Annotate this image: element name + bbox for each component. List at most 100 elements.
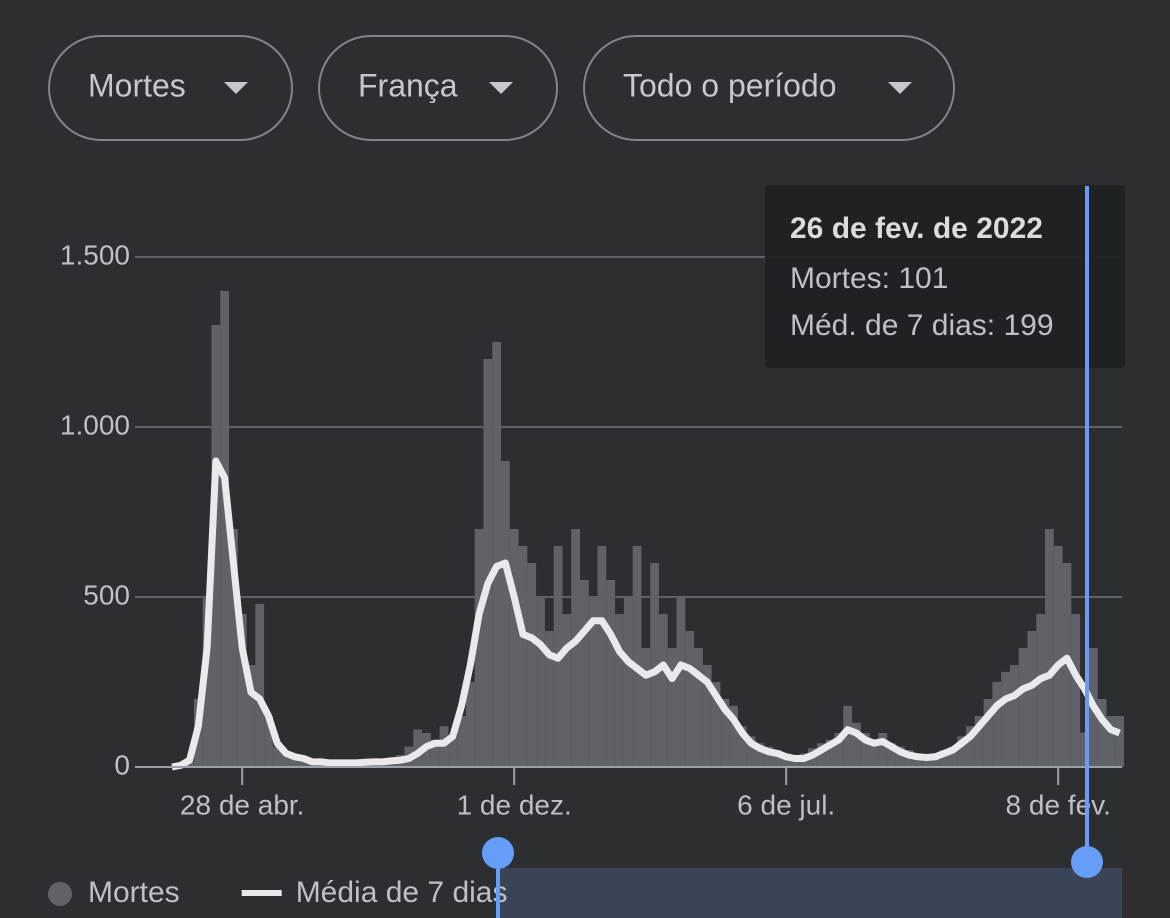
bar <box>536 597 545 767</box>
bar <box>474 529 484 767</box>
dropdown-arrow <box>224 82 248 94</box>
bar <box>720 699 730 767</box>
bar <box>562 614 572 767</box>
bar <box>229 529 238 767</box>
bar <box>615 614 624 767</box>
x-tick-label: 8 de fev. <box>1006 789 1111 820</box>
bar <box>492 342 502 767</box>
bar <box>658 614 668 767</box>
bar <box>1097 699 1107 767</box>
bar <box>816 743 826 767</box>
bar <box>966 726 975 767</box>
bar <box>255 603 265 767</box>
x-tick-label: 28 de abr. <box>180 789 305 820</box>
bar <box>667 648 677 767</box>
bar <box>527 563 537 767</box>
plot: 0 500 1.000 1.500 28 de abr. 1 de dez. 6 de ju… <box>60 239 1124 820</box>
bar <box>246 665 256 767</box>
bar <box>413 729 423 767</box>
bar <box>457 716 466 767</box>
bar <box>281 753 291 767</box>
bar <box>737 726 747 767</box>
tooltip-box <box>765 185 1125 368</box>
y-tick-label: 1.500 <box>60 239 130 270</box>
dropdown-border <box>318 35 558 141</box>
bar <box>957 736 967 767</box>
bar <box>711 682 721 767</box>
tooltip: 26 de fev. de 2022 Mortes: 101 Méd. de 7… <box>765 185 1125 368</box>
tooltip-title: 26 de fev. de 2022 <box>790 212 1043 245</box>
bar <box>299 758 308 767</box>
bar <box>878 733 888 767</box>
bar <box>237 614 247 767</box>
bar <box>544 631 554 767</box>
tooltip-line: Mortes: 101 <box>790 262 948 295</box>
tooltip-line: Méd. de 7 dias: 199 <box>790 309 1054 342</box>
legend: Mortes Média de 7 dias <box>48 876 508 909</box>
y-tick-label: 0 <box>114 749 130 780</box>
legend-label: Média de 7 dias <box>296 876 508 909</box>
bar <box>1009 665 1019 767</box>
bar <box>641 648 651 767</box>
metric-dropdown[interactable]: Mortes <box>48 35 293 141</box>
bar <box>1106 716 1116 767</box>
bar <box>948 746 958 767</box>
dropdown-border <box>583 35 955 141</box>
y-tick-label: 500 <box>83 579 130 610</box>
bar <box>685 631 695 767</box>
bar <box>1027 631 1037 767</box>
bar <box>465 682 475 767</box>
bar <box>220 291 230 767</box>
bar <box>597 546 607 767</box>
dropdown-arrow <box>489 82 513 94</box>
bar <box>1018 648 1028 767</box>
dropdown-border <box>48 35 293 141</box>
bar <box>588 597 598 767</box>
bar <box>834 733 844 767</box>
dropdown-arrow <box>888 82 912 94</box>
bar <box>1053 546 1063 767</box>
bar <box>430 739 440 767</box>
bar <box>290 756 300 767</box>
bar <box>764 746 774 767</box>
bar <box>1001 671 1010 767</box>
bar <box>852 722 861 767</box>
range-handle[interactable] <box>1071 846 1103 878</box>
legend-label: Mortes <box>88 876 180 909</box>
period-dropdown[interactable]: Todo o período <box>583 35 955 141</box>
bar <box>518 546 528 767</box>
x-tick-label: 1 de dez. <box>457 789 572 820</box>
dropdown-label: Todo o período <box>623 67 837 103</box>
y-tick-label: 1.000 <box>60 409 130 440</box>
bar <box>939 750 949 767</box>
bar <box>185 761 194 767</box>
bar <box>869 739 879 767</box>
bar <box>623 597 633 767</box>
bar <box>606 580 616 767</box>
bar <box>755 743 765 767</box>
bar <box>895 746 905 767</box>
bar <box>1045 529 1054 767</box>
bar <box>773 750 782 767</box>
bar <box>448 736 458 767</box>
bar <box>974 716 984 767</box>
bar <box>992 682 1002 767</box>
x-tick-label: 6 de jul. <box>737 789 835 820</box>
bar <box>825 739 835 767</box>
bar <box>580 580 589 767</box>
bar <box>860 733 870 767</box>
bar <box>650 563 659 767</box>
bar <box>694 648 703 767</box>
bar <box>509 529 519 767</box>
bar <box>843 705 852 767</box>
legend-swatch <box>48 882 72 906</box>
bar <box>983 699 993 767</box>
bar <box>1115 716 1124 767</box>
dropdown-label: Mortes <box>88 67 186 103</box>
range-handle[interactable] <box>482 837 514 869</box>
dropdown-label: França <box>358 67 458 103</box>
range-selection[interactable] <box>498 868 1122 918</box>
country-dropdown[interactable]: França <box>318 35 558 141</box>
